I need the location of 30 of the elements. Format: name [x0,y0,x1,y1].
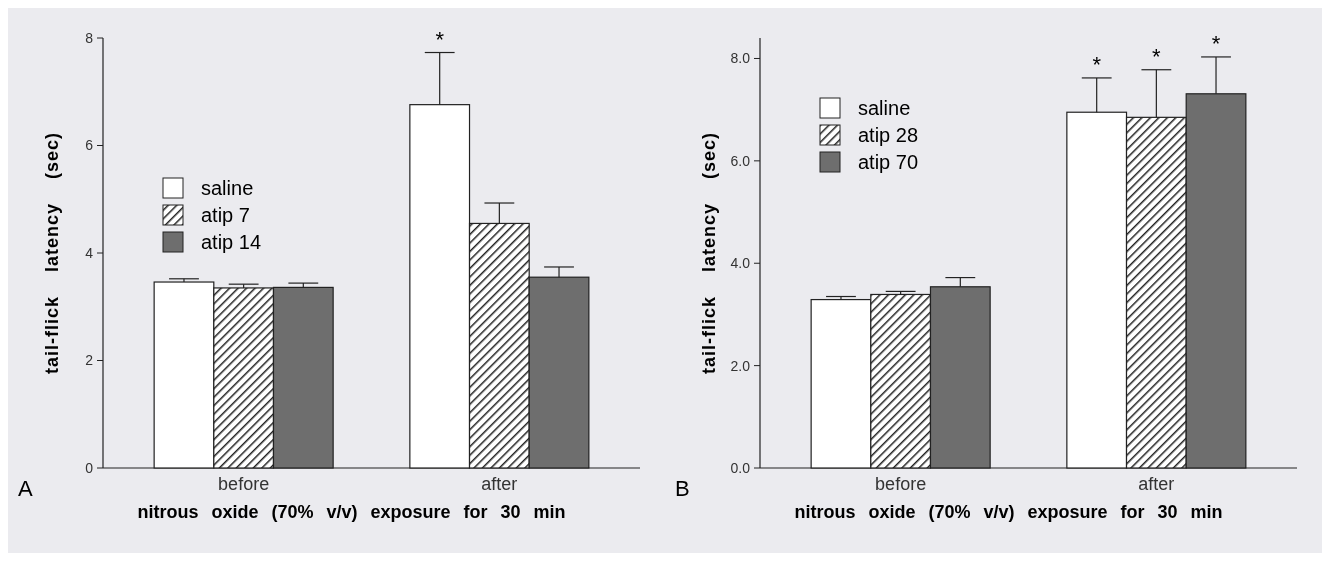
y-tick-label: 4.0 [730,255,751,272]
annotation: * [1092,51,1102,77]
y-tick-label: 0.0 [730,459,751,476]
legend-label: atip 70 [858,151,919,173]
y-tick-label: 6.0 [730,152,751,169]
legend-label: atip 28 [858,124,919,146]
annotation: * [1211,30,1221,56]
x-tick-label: after [481,474,518,494]
y-tick-label: 2.0 [730,357,751,374]
x-tick-label: after [1138,474,1175,494]
y-tick-label: 8.0 [730,50,751,67]
x-tick-label: before [218,474,270,494]
text: B [675,476,690,501]
y-tick-label: 0 [85,459,94,476]
y-tick-label: 8 [85,29,94,46]
annotation: * [1152,43,1162,69]
legend-label: saline [201,177,254,199]
legend-label: saline [858,97,911,119]
y-tick-label: 2 [85,352,94,369]
y-tick-label: 6 [85,137,94,154]
y-axis-title: tail-flick latency (sec) [699,131,719,375]
annotation: * [435,26,445,52]
legend-label: atip 7 [201,204,250,226]
text: A [18,476,33,501]
x-tick-label: before [875,474,927,494]
y-axis-title: tail-flick latency (sec) [42,131,62,375]
x-axis-title: nitrous oxide (70% v/v) exposure for 30 min [794,502,1223,522]
x-axis-title: nitrous oxide (70% v/v) exposure for 30 min [137,502,566,522]
y-tick-label: 4 [85,244,94,261]
legend-label: atip 14 [201,231,262,253]
